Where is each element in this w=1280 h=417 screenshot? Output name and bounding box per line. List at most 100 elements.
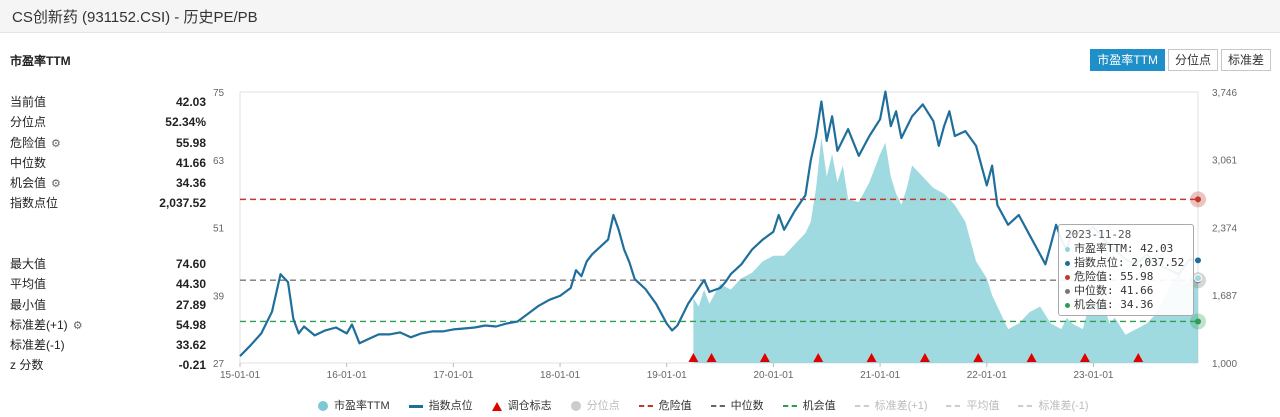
stats-panel-current: 当前值 42.03 分位点 52.34% 危险值 ⚙ 55.98 中位数 41.6… [10,92,206,214]
legend-label: 标准差(-1) [1038,400,1089,412]
x-axis-tick-label: 18-01-01 [540,370,580,381]
right-axis-tick-label: 2,374 [1212,223,1237,234]
stat-value: 34.36 [175,176,206,191]
x-axis-tick-label: 22-01-01 [967,370,1007,381]
left-axis-tick-label: 75 [213,88,225,99]
page-title: CS创新药 (931152.CSI) - 历史PE/PB [12,9,258,26]
tooltip-date: 2023-11-28 [1065,228,1132,241]
legend-item[interactable]: 标准差(-1) [1018,399,1089,413]
legend-item[interactable]: 危险值 [638,399,692,413]
stat-row-danger: 危险值 ⚙ 55.98 [10,133,206,153]
tooltip-row: 机会值: 34.36 [1065,298,1187,312]
stat-row-index-level: 指数点位 2,037.52 [10,193,206,213]
rebalance-marker [1079,353,1090,362]
dash-icon [782,405,797,407]
stat-label: 当前值 [10,95,47,109]
legend-item[interactable]: 调仓标志 [491,399,552,413]
legend-item[interactable]: 分位点 [570,399,620,413]
index-level-point [1194,256,1202,265]
x-axis-tick-label: 21-01-01 [860,370,900,381]
legend-label: 平均值 [966,400,1000,412]
stat-value: 74.60 [175,257,206,271]
pe-history-chart[interactable]: 27 39 51 63 75 1,000 1,687 2,374 3,061 3,746 15-01… [0,80,1280,395]
stat-label: 最大值 [10,257,47,271]
stats-panel-summary: 最大值 74.60 平均值 44.30 最小值 27.89 标准差(+1) ⚙ 5… [10,254,206,376]
x-axis-tick-label: 17-01-01 [433,370,473,381]
index-level-line [239,90,1199,357]
dash-icon [854,405,869,407]
stat-label: 指数点位 [10,196,59,211]
legend-item[interactable]: 机会值 [782,399,836,413]
tooltip-row: 指数点位: 2,037.52 [1065,256,1187,270]
stat-row-mean: 平均值 44.30 [10,274,206,294]
left-axis-tick-label: 27 [213,359,225,370]
dash-icon [946,405,961,407]
rebalance-marker [706,353,717,362]
legend-item[interactable]: 指数点位 [408,399,473,413]
legend-item[interactable]: 市盈率TTM [318,399,390,413]
tab-pe-ttm[interactable]: 市盈率TTM [1090,49,1165,71]
legend-item[interactable]: 标准差(+1) [854,399,928,413]
circle-icon [318,401,328,411]
tab-percentile[interactable]: 分位点 [1167,49,1218,71]
tooltip-row: 中位数: 41.66 [1065,284,1187,298]
pe-ttm-area [693,137,1198,363]
legend-item[interactable]: 平均值 [946,399,999,413]
stat-label: 平均值 [10,277,47,292]
stat-value: 33.62 [175,338,206,353]
legend-label: 危险值 [658,400,692,412]
dash-icon [710,405,725,407]
stat-label: 标准差(-1) [10,338,65,353]
tooltip-text: 指数点位: 2,037.52 [1074,256,1185,269]
stat-value: 44.30 [175,277,206,292]
chart-legend: 市盈率TTM 指数点位 调仓标志 分位点 危险值 中位数 机会值 标准差(+1) 平均值 标准差(… [318,399,1089,413]
stat-label: 中位数 [10,155,47,170]
x-axis-tick-label: 15-01-01 [220,370,260,381]
rebalance-marker [919,353,930,362]
legend-label: 分位点 [586,400,620,412]
tooltip-text: 市盈率TTM: 42.03 [1074,242,1174,255]
x-axis-tick-label: 20-01-01 [753,370,793,381]
circle-icon [570,401,581,411]
stat-label: z 分数 [10,358,44,373]
tooltip-row: 市盈率TTM: 42.03 [1065,242,1187,256]
triangle-icon [491,401,502,411]
ref-line-marker [1195,196,1201,203]
title-bar: CS创新药 (931152.CSI) - 历史PE/PB [0,0,1280,33]
right-axis-tick-label: 1,687 [1212,291,1237,302]
line-icon [408,404,423,408]
legend-label: 指数点位 [428,400,473,412]
stat-label: 分位点 [10,115,47,130]
gear-icon[interactable]: ⚙ [72,319,83,332]
legend-item[interactable]: 中位数 [710,399,764,413]
stat-label: 最小值 [10,297,47,312]
rebalance-marker [813,353,824,362]
rebalance-marker [759,353,770,362]
pe-ttm-point [1194,274,1202,283]
right-axis-tick-label: 1,000 [1212,359,1237,370]
stat-row-std-minus: 标准差(-1) 33.62 [10,335,206,355]
gear-icon[interactable]: ⚙ [51,137,61,150]
gear-icon[interactable]: ⚙ [51,178,61,191]
rebalance-marker [866,353,877,362]
stat-row-min: 最小值 27.89 [10,295,206,315]
tooltip-text: 中位数: 41.66 [1074,284,1154,297]
stat-value: 2,037.52 [159,196,206,211]
section-title: 市盈率TTM [10,54,71,68]
rebalance-marker [1026,353,1037,362]
tooltip-row: 危险值: 55.98 [1065,270,1187,284]
ref-line-marker [1195,318,1201,325]
legend-label: 调仓标志 [507,400,552,412]
stat-value: 41.66 [175,155,206,170]
tab-std-dev[interactable]: 标准差 [1220,49,1271,71]
stat-row-median: 中位数 41.66 [10,153,206,173]
chart-tooltip: 2023-11-28 市盈率TTM: 42.03 指数点位: 2,037.52 … [1058,224,1194,316]
rebalance-marker [973,353,984,362]
legend-label: 标准差(+1) [874,400,928,412]
stat-value: 55.98 [175,135,206,150]
rebalance-marker [1133,353,1144,362]
stat-row-percentile: 分位点 52.34% [10,112,206,132]
stat-row-current: 当前值 42.03 [10,92,206,112]
tooltip-text: 机会值: 34.36 [1074,298,1154,311]
stat-label: 标准差(+1) [10,317,68,332]
